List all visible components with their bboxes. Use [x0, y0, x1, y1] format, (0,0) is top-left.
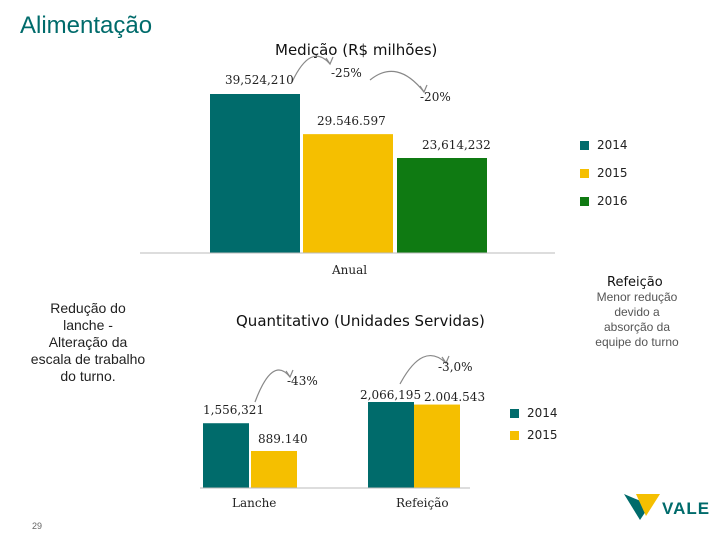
chart1-legend-2014: 2014: [580, 138, 628, 152]
chart2-bar-2014-Lanche: [203, 423, 249, 488]
left-note: Redução do lanche - Alteração da escala …: [28, 300, 148, 385]
chart1-label-2014: 39,524,210: [225, 73, 294, 87]
legend-swatch-2015: [580, 168, 589, 178]
legend-label: 2015: [597, 166, 628, 180]
chart2-legend: 2014 2015: [510, 406, 558, 442]
right-note-text: Menor redução devido a absorção da equip…: [595, 290, 679, 349]
legend-label: 2014: [527, 406, 558, 420]
left-note-bold: Redução do lanche -: [50, 300, 126, 333]
chart2-label-lanche-2014: 1,556,321: [203, 403, 265, 417]
chart2-arrow-1: [254, 369, 291, 403]
chart2-legend-2014: 2014: [510, 406, 558, 420]
chart2-legend-2015: 2015: [510, 428, 558, 442]
chart2-arrow-2: [399, 354, 447, 385]
legend-swatch-2014: [580, 140, 589, 150]
chart1-label-2015: 29.546.597: [317, 114, 386, 128]
chart1-arrow-1-head: [325, 56, 334, 66]
logo-text: VALE: [662, 499, 711, 518]
chart1-legend-2016: 2016: [580, 194, 628, 208]
chart1-annotation-25: -25%: [331, 66, 362, 80]
chart2-xlabel-refeicao: Refeição: [396, 496, 449, 510]
chart2-label-refeicao-2015: 2.004.543: [424, 390, 486, 404]
chart1-arrow-2-head: [419, 84, 428, 94]
chart2-annotation-3: -3,0%: [438, 360, 473, 374]
chart2-guide: [150, 295, 580, 300]
legend-swatch-2014: [510, 408, 519, 418]
chart1-bar-2014: [210, 94, 300, 253]
chart2-xlabel-lanche: Lanche: [232, 496, 277, 510]
chart2-arrow-1-head: [285, 369, 294, 379]
chart1-annotation-20: -20%: [420, 90, 451, 104]
legend-label: 2014: [597, 138, 628, 152]
chart1-legend: 2014 2015 2016: [580, 138, 628, 208]
chart2-label-refeicao-2014: 2,066,195: [360, 388, 422, 402]
chart1-title: Medição (R$ milhões): [275, 41, 438, 59]
chart1-arrow-1: [291, 55, 331, 83]
chart2-label-lanche-2015: 889.140: [258, 432, 308, 446]
right-note-title: Refeição: [607, 275, 663, 290]
chart1-legend-2015: 2015: [580, 166, 628, 180]
page-number: 29: [32, 521, 43, 531]
legend-swatch-2015: [510, 430, 519, 440]
chart1-label-2016: 23,614,232: [422, 138, 491, 152]
legend-label: 2015: [527, 428, 558, 442]
legend-label: 2016: [597, 194, 628, 208]
chart1-xlabel: Anual: [332, 263, 368, 277]
chart2-annotation-43: -43%: [287, 374, 318, 388]
chart2-bar-2014-Refeição: [368, 402, 414, 488]
chart1-bar-2015: [303, 134, 393, 253]
legend-swatch-2016: [580, 196, 589, 206]
chart2-title: Quantitativo (Unidades Servidas): [236, 312, 485, 330]
page-title: Alimentação: [20, 12, 153, 39]
chart2-bar-2015-Refeição: [414, 404, 460, 488]
chart1-bar-2016: [397, 158, 487, 253]
chart2-bar-2015-Lanche: [251, 450, 297, 488]
chart2-arrow-2-head: [441, 355, 450, 365]
left-note-text: Alteração da escala de trabalho do turno…: [30, 334, 146, 384]
chart1-arrow-2: [369, 70, 425, 93]
